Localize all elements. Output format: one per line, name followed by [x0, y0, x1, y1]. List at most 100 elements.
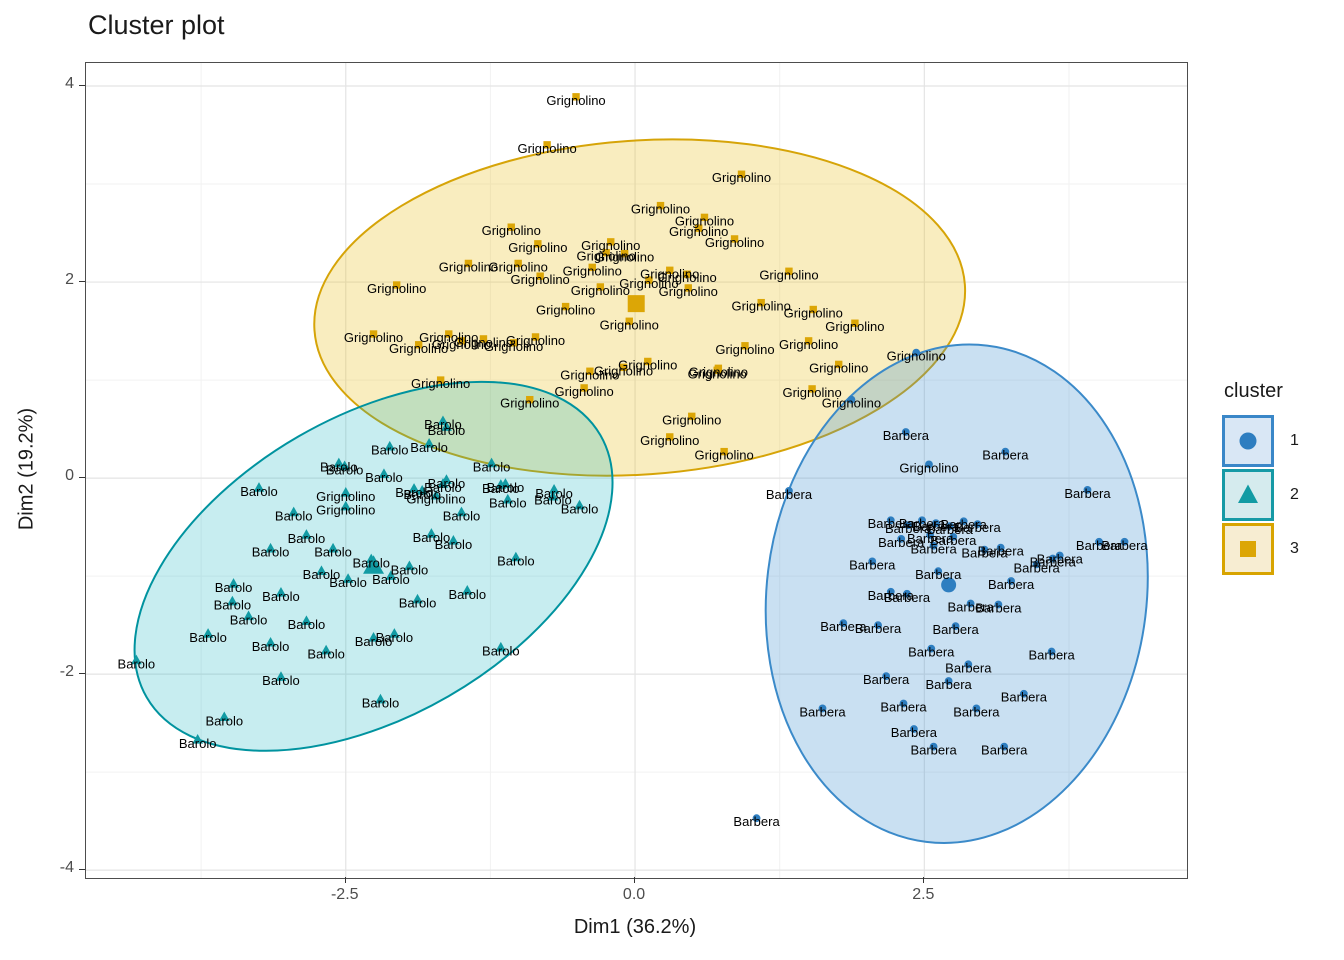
svg-text:Barbera: Barbera [930, 533, 977, 548]
svg-text:Barbera: Barbera [932, 622, 979, 637]
svg-text:Grignolino: Grignolino [662, 412, 721, 427]
svg-text:Barbera: Barbera [926, 677, 973, 692]
legend-rows: 1 2 3 [1222, 415, 1299, 575]
svg-text:Grignolino: Grignolino [576, 249, 635, 264]
svg-text:Grignolino: Grignolino [675, 213, 734, 228]
svg-text:Barolo: Barolo [118, 656, 156, 671]
svg-text:Grignolino: Grignolino [640, 433, 699, 448]
legend: cluster 1 2 3 [1222, 380, 1299, 577]
svg-text:Grignolino: Grignolino [506, 333, 565, 348]
svg-text:Grignolino: Grignolino [688, 366, 747, 381]
svg-text:Grignolino: Grignolino [316, 489, 375, 504]
svg-text:Barolo: Barolo [355, 634, 393, 649]
svg-text:Barbera: Barbera [868, 516, 915, 531]
svg-text:Grignolino: Grignolino [705, 235, 764, 250]
svg-text:Barolo: Barolo [435, 537, 473, 552]
svg-text:Grignolino: Grignolino [419, 330, 478, 345]
svg-text:Barbera: Barbera [883, 428, 930, 443]
svg-text:Grignolino: Grignolino [887, 349, 946, 364]
cluster-1-points [752, 348, 1129, 823]
svg-text:Grignolino: Grignolino [619, 276, 678, 291]
svg-text:Grignolino: Grignolino [555, 384, 614, 399]
x-tick-label: 2.5 [912, 886, 935, 903]
svg-text:Barolo: Barolo [252, 545, 290, 560]
svg-text:Grignolino: Grignolino [367, 281, 426, 296]
svg-text:Barolo: Barolo [262, 589, 300, 604]
cluster-2-centroid [363, 555, 385, 574]
svg-text:Grignolino: Grignolino [659, 284, 718, 299]
svg-text:Grignolino: Grignolino [695, 448, 754, 463]
svg-text:Grignolino: Grignolino [732, 299, 791, 314]
y-tick-label: -4 [59, 859, 74, 877]
x-axis-title: Dim1 (36.2%) [573, 916, 697, 938]
svg-text:Barolo: Barolo [424, 480, 462, 495]
legend-item-label: 3 [1290, 540, 1299, 557]
svg-text:Barbera: Barbera [945, 660, 992, 675]
svg-text:Grignolino: Grignolino [640, 266, 699, 281]
svg-text:Barbera: Barbera [849, 557, 896, 572]
svg-text:Grignolino: Grignolino [500, 396, 559, 411]
cluster-2-points [130, 415, 585, 744]
triangle-legend-key-icon [1222, 469, 1274, 521]
svg-text:Barolo: Barolo [329, 575, 367, 590]
svg-text:Barbera: Barbera [899, 516, 946, 531]
svg-text:Barolo: Barolo [252, 639, 290, 654]
cluster-3-points [369, 93, 859, 456]
svg-text:Grignolino: Grignolino [489, 259, 548, 274]
svg-text:Barolo: Barolo [410, 440, 448, 455]
svg-text:Grignolino: Grignolino [581, 238, 640, 253]
svg-text:Barolo: Barolo [365, 470, 403, 485]
legend-item-3: 3 [1222, 523, 1299, 575]
svg-text:Barolo: Barolo [262, 673, 300, 688]
svg-text:Barbera: Barbera [982, 448, 1029, 463]
svg-text:Barbera: Barbera [868, 588, 915, 603]
legend-item-1: 1 [1222, 415, 1299, 467]
svg-text:Barolo: Barolo [489, 496, 527, 511]
svg-text:Barolo: Barolo [288, 617, 326, 632]
svg-text:Grignolino: Grignolino [484, 339, 543, 354]
svg-text:Barolo: Barolo [535, 486, 573, 501]
y-tick-label: 2 [65, 271, 74, 289]
svg-text:Barolo: Barolo [205, 713, 243, 728]
svg-text:Barbera: Barbera [1101, 538, 1148, 553]
svg-text:Barbera: Barbera [855, 621, 902, 636]
svg-text:Barolo: Barolo [428, 423, 466, 438]
point-labels: BarberaBarberaGrignolinoGrignolinoGrigno… [118, 93, 1149, 829]
svg-text:Barolo: Barolo [413, 530, 451, 545]
x-tick-label: 0.0 [622, 886, 646, 903]
svg-text:Grignolino: Grignolino [822, 396, 881, 411]
svg-text:Grignolino: Grignolino [482, 223, 541, 238]
svg-text:Barbera: Barbera [910, 743, 957, 758]
svg-text:Grignolino: Grignolino [825, 319, 884, 334]
cluster-3-centroid [627, 295, 645, 313]
svg-text:Grignolino: Grignolino [508, 240, 567, 255]
svg-text:Barolo: Barolo [424, 417, 462, 432]
svg-text:Grignolino: Grignolino [595, 250, 654, 265]
svg-text:Barolo: Barolo [189, 630, 227, 645]
square-legend-key-icon [1222, 523, 1274, 575]
svg-text:Grignolino: Grignolino [899, 460, 958, 475]
svg-text:Barolo: Barolo [314, 545, 352, 560]
svg-text:Grignolino: Grignolino [517, 141, 576, 156]
svg-text:Barbera: Barbera [927, 522, 974, 537]
svg-text:Barbera: Barbera [978, 544, 1025, 559]
svg-text:Barbera: Barbera [733, 814, 780, 829]
svg-text:Barbera: Barbera [981, 743, 1028, 758]
svg-text:Barbera: Barbera [953, 704, 1000, 719]
legend-title: cluster [1224, 380, 1283, 402]
svg-text:Barbera: Barbera [1076, 538, 1123, 553]
svg-text:Grignolino: Grignolino [546, 93, 605, 108]
svg-text:Barbera: Barbera [878, 535, 925, 550]
svg-text:Barbera: Barbera [820, 619, 867, 634]
svg-text:Barolo: Barolo [214, 598, 252, 613]
svg-text:Barbera: Barbera [908, 645, 955, 660]
svg-text:Barolo: Barolo [352, 555, 390, 570]
svg-text:Grignolino: Grignolino [784, 306, 843, 321]
svg-text:Barbera: Barbera [915, 567, 962, 582]
cluster-1-ellipse [764, 343, 1149, 844]
page-title: Cluster plot [88, 10, 225, 40]
svg-text:Barbera: Barbera [941, 517, 988, 532]
svg-text:Barolo: Barolo [372, 572, 410, 587]
svg-text:Barolo: Barolo [376, 630, 414, 645]
